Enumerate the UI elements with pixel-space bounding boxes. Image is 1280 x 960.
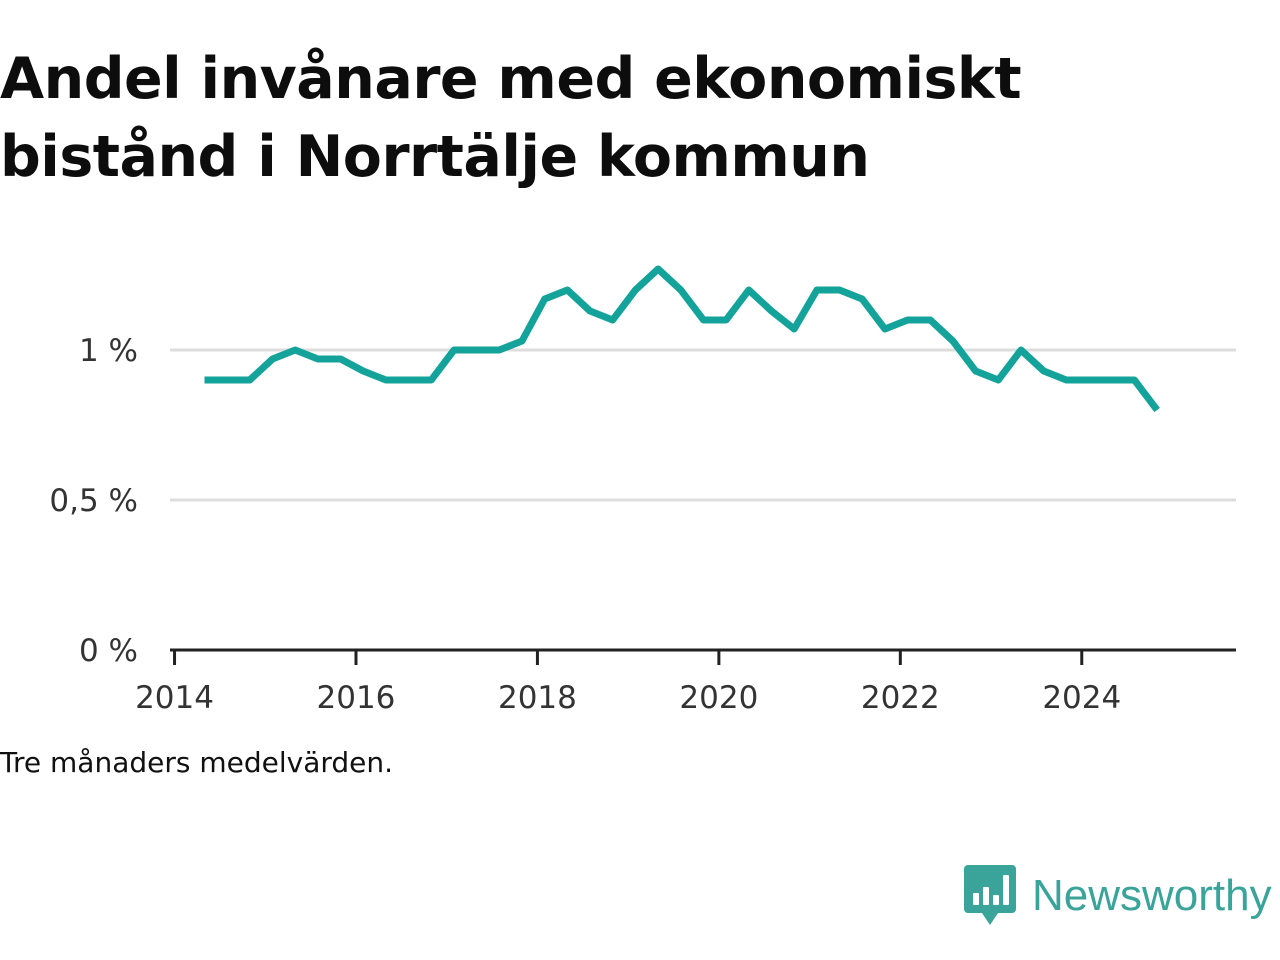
newsworthy-chart-badge-icon xyxy=(964,865,1016,925)
x-tick-label: 2024 xyxy=(1042,680,1121,716)
line-chart: 0 % 0,5 % 1 % 2014 2016 2018 2020 2022 2024 xyxy=(49,265,1236,716)
x-axis xyxy=(170,648,1236,665)
x-tick-labels: 2014 2016 2018 2020 2022 2024 xyxy=(135,680,1121,716)
y-tick-labels: 0 % 0,5 % 1 % xyxy=(49,333,138,669)
y-tick-label: 0 % xyxy=(79,633,138,669)
y-tick-label: 1 % xyxy=(79,333,138,369)
y-tick-label: 0,5 % xyxy=(49,483,138,519)
chart-title: Andel invånare med ekonomiskt bistånd i … xyxy=(0,46,1022,190)
brand-logo: Newsworthy xyxy=(964,864,1272,928)
x-tick-label: 2018 xyxy=(498,680,577,716)
gridlines xyxy=(170,348,1236,502)
x-tick-label: 2020 xyxy=(679,680,758,716)
series-lines xyxy=(204,265,1160,413)
x-tick-label: 2014 xyxy=(135,680,214,716)
x-tick-label: 2016 xyxy=(317,680,396,716)
brand-name: Newsworthy xyxy=(1032,871,1272,920)
x-tick-label: 2022 xyxy=(861,680,940,716)
series-line xyxy=(204,265,1160,413)
chart-footnote: Tre månaders medelvärden. xyxy=(0,746,394,779)
